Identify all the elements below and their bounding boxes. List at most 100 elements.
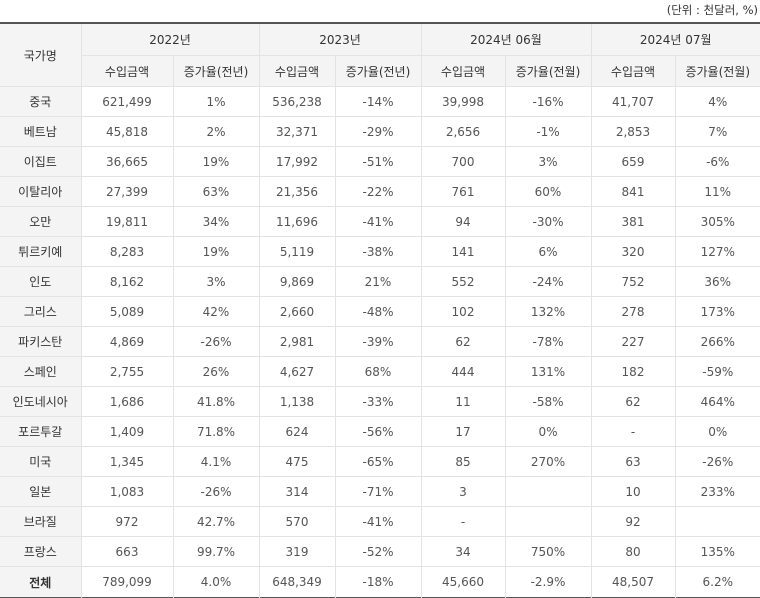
- country-cell: 파키스탄: [0, 326, 82, 357]
- amount-cell: 11: [421, 386, 506, 417]
- growth-cell: 41.8%: [173, 386, 260, 417]
- growth-cell: -41%: [335, 206, 422, 237]
- amount-cell: 621,499: [81, 86, 174, 117]
- period-header: 2024년 06월: [421, 23, 592, 56]
- country-cell: 포르투갈: [0, 416, 82, 447]
- amount-cell: 2,656: [421, 116, 506, 147]
- amount-cell: 27,399: [81, 176, 174, 207]
- amount-header: 수입금액: [259, 55, 336, 87]
- amount-cell: 85: [421, 446, 506, 477]
- amount-cell: 11,696: [259, 206, 336, 237]
- country-cell: 오만: [0, 206, 82, 237]
- growth-cell: 11%: [675, 176, 760, 207]
- growth-cell: 60%: [505, 176, 592, 207]
- growth-cell: 99.7%: [173, 536, 260, 567]
- table-row: 스페인 2,755 26% 4,627 68% 444 131% 182 -59%: [0, 356, 760, 387]
- amount-cell: 536,238: [259, 86, 336, 117]
- growth-cell: 4%: [675, 86, 760, 117]
- amount-cell: 45,660: [421, 566, 506, 598]
- growth-cell: 2%: [173, 116, 260, 147]
- amount-cell: 1,138: [259, 386, 336, 417]
- amount-cell: 841: [591, 176, 676, 207]
- amount-cell: 2,853: [591, 116, 676, 147]
- table-row: 미국 1,345 4.1% 475 -65% 85 270% 63 -26%: [0, 446, 760, 477]
- amount-cell: 1,345: [81, 446, 174, 477]
- growth-cell: -1%: [505, 116, 592, 147]
- growth-cell: -52%: [335, 536, 422, 567]
- amount-cell: 62: [591, 386, 676, 417]
- country-cell: 중국: [0, 86, 82, 117]
- amount-cell: 32,371: [259, 116, 336, 147]
- growth-cell: 68%: [335, 356, 422, 387]
- country-cell: 브라질: [0, 506, 82, 537]
- growth-cell: [505, 476, 592, 507]
- country-cell: 베트남: [0, 116, 82, 147]
- period-header: 2022년: [81, 23, 260, 56]
- country-cell: 이집트: [0, 146, 82, 177]
- growth-cell: 0%: [675, 416, 760, 447]
- table-row: 오만 19,811 34% 11,696 -41% 94 -30% 381 305%: [0, 206, 760, 237]
- growth-cell: 1%: [173, 86, 260, 117]
- amount-cell: 648,349: [259, 566, 336, 598]
- amount-cell: 381: [591, 206, 676, 237]
- table-row: 일본 1,083 -26% 314 -71% 3 10 233%: [0, 476, 760, 507]
- growth-cell: -65%: [335, 446, 422, 477]
- growth-cell: -30%: [505, 206, 592, 237]
- growth-cell: 19%: [173, 236, 260, 267]
- growth-cell: -56%: [335, 416, 422, 447]
- unit-note: (단위 : 천달러, %): [666, 3, 758, 17]
- growth-cell: 132%: [505, 296, 592, 327]
- growth-cell: -59%: [675, 356, 760, 387]
- amount-cell: 48,507: [591, 566, 676, 598]
- growth-header: 증가율(전월): [675, 55, 760, 87]
- table-row: 튀르키예 8,283 19% 5,119 -38% 141 6% 320 127%: [0, 236, 760, 267]
- amount-cell: 102: [421, 296, 506, 327]
- amount-cell: 552: [421, 266, 506, 297]
- growth-cell: 270%: [505, 446, 592, 477]
- growth-header: 증가율(전년): [173, 55, 260, 87]
- amount-cell: 80: [591, 536, 676, 567]
- amount-cell: 4,627: [259, 356, 336, 387]
- amount-cell: 39,998: [421, 86, 506, 117]
- amount-cell: 36,665: [81, 146, 174, 177]
- amount-cell: 624: [259, 416, 336, 447]
- amount-cell: 444: [421, 356, 506, 387]
- growth-cell: -22%: [335, 176, 422, 207]
- amount-cell: 5,089: [81, 296, 174, 327]
- growth-cell: 71.8%: [173, 416, 260, 447]
- country-cell: 튀르키예: [0, 236, 82, 267]
- growth-cell: -39%: [335, 326, 422, 357]
- growth-cell: -29%: [335, 116, 422, 147]
- growth-cell: 6.2%: [675, 566, 760, 598]
- growth-cell: 266%: [675, 326, 760, 357]
- amount-cell: 4,869: [81, 326, 174, 357]
- amount-cell: 1,686: [81, 386, 174, 417]
- growth-cell: 305%: [675, 206, 760, 237]
- amount-cell: 94: [421, 206, 506, 237]
- growth-cell: -48%: [335, 296, 422, 327]
- growth-cell: -6%: [675, 146, 760, 177]
- country-header: 국가명: [0, 23, 82, 87]
- amount-cell: 17: [421, 416, 506, 447]
- growth-cell: 42%: [173, 296, 260, 327]
- growth-cell: -2.9%: [505, 566, 592, 598]
- growth-cell: -78%: [505, 326, 592, 357]
- country-cell: 그리스: [0, 296, 82, 327]
- amount-cell: 182: [591, 356, 676, 387]
- total-row: 전체 789,099 4.0% 648,349 -18% 45,660 -2.9% 48,50…: [0, 566, 760, 598]
- table-row: 인도 8,162 3% 9,869 21% 552 -24% 752 36%: [0, 266, 760, 297]
- growth-cell: 19%: [173, 146, 260, 177]
- growth-cell: 233%: [675, 476, 760, 507]
- growth-cell: 7%: [675, 116, 760, 147]
- growth-cell: 34%: [173, 206, 260, 237]
- amount-cell: 21,356: [259, 176, 336, 207]
- amount-cell: 2,981: [259, 326, 336, 357]
- amount-cell: 972: [81, 506, 174, 537]
- amount-cell: 2,755: [81, 356, 174, 387]
- growth-cell: 0%: [505, 416, 592, 447]
- amount-cell: 663: [81, 536, 174, 567]
- amount-cell: 278: [591, 296, 676, 327]
- country-cell: 미국: [0, 446, 82, 477]
- growth-cell: -33%: [335, 386, 422, 417]
- growth-header: 증가율(전월): [505, 55, 592, 87]
